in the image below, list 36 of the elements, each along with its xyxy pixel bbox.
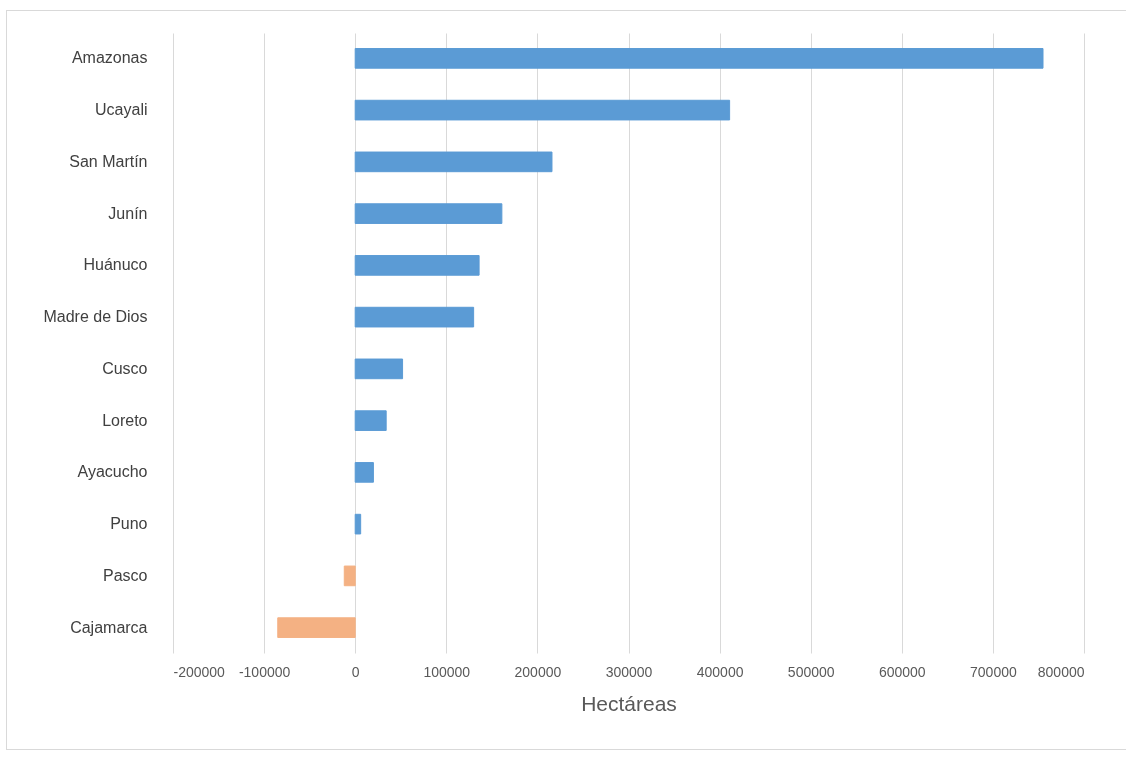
y-tick-label: Loreto (102, 411, 148, 429)
y-tick-label: Puno (110, 515, 148, 533)
bar (354, 358, 404, 380)
y-tick-label: San Martín (69, 152, 148, 170)
bar (354, 151, 553, 173)
y-tick-label: Amazonas (71, 49, 148, 67)
bar (354, 410, 387, 431)
bar (354, 462, 374, 483)
bar (354, 513, 362, 535)
x-tick-label: 0 (351, 663, 360, 680)
bar (277, 617, 356, 638)
x-tick-label: 700000 (970, 663, 1017, 680)
y-tick-label: Ucayali (95, 101, 148, 119)
bar (354, 203, 503, 224)
y-tick-label: Cusco (102, 359, 148, 377)
x-tick-label: 300000 (605, 663, 653, 680)
x-axis-title: Hectáreas (581, 691, 677, 715)
bar (343, 565, 356, 587)
x-tick-label: -200000 (173, 663, 226, 680)
y-tick-label: Junín (108, 204, 148, 222)
x-tick-label: 800000 (1037, 663, 1085, 680)
y-tick-label: Huánuco (83, 256, 148, 274)
y-tick-label: Ayacucho (77, 463, 148, 481)
x-tick-label: 500000 (787, 663, 835, 680)
bar (354, 99, 731, 121)
y-tick-label: Madre de Dios (43, 308, 148, 326)
x-tick-label: -100000 (238, 663, 291, 680)
bar (354, 48, 1044, 69)
x-tick-label: 200000 (514, 663, 562, 680)
x-tick-label: 600000 (878, 663, 926, 680)
y-tick-label: Pasco (103, 566, 148, 584)
x-tick-label: 100000 (423, 663, 471, 680)
bar (354, 306, 475, 328)
y-tick-label: Cajamarca (70, 618, 148, 636)
x-tick-label: 400000 (696, 663, 744, 680)
bar (354, 255, 480, 276)
